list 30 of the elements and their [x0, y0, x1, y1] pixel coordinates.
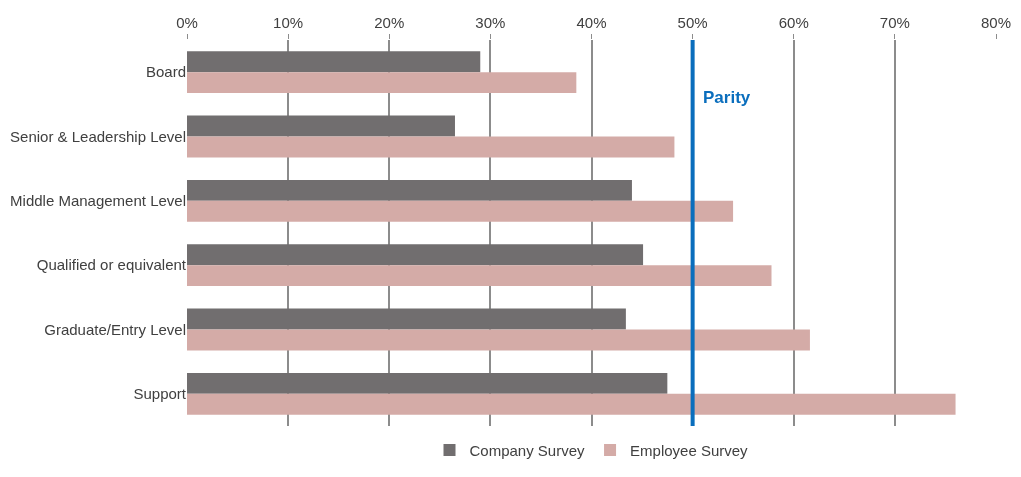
- bar: [187, 136, 675, 158]
- y-tick-label: Graduate/Entry Level: [44, 320, 186, 338]
- x-tick-label: 60%: [778, 14, 809, 31]
- bar: [187, 308, 626, 330]
- bar: [187, 200, 734, 222]
- bar: [187, 179, 632, 201]
- y-tick-label: Board: [145, 63, 186, 81]
- bar: [187, 329, 810, 351]
- x-tick-label: 50%: [677, 14, 708, 31]
- x-tick-label: 30%: [475, 14, 506, 31]
- bar: [187, 72, 577, 94]
- x-tick-label: 70%: [879, 14, 910, 31]
- bar: [187, 51, 481, 73]
- x-tick-label: 0%: [176, 14, 198, 31]
- ref-line-label: Parity: [703, 88, 751, 107]
- x-tick-label: 20%: [374, 14, 405, 31]
- bar: [187, 115, 455, 137]
- y-tick-label: Middle Management Level: [10, 192, 186, 210]
- bar: [187, 265, 772, 287]
- legend-label: Company Survey: [469, 441, 586, 459]
- bar: [187, 244, 644, 266]
- y-tick-label: Senior & Leadership Level: [10, 127, 186, 145]
- x-tick-label: 10%: [273, 14, 304, 31]
- x-tick-label: 40%: [576, 14, 607, 31]
- bar: [187, 393, 956, 415]
- legend-label: Employee Survey: [630, 441, 749, 459]
- y-tick-label: Qualified or equivalent: [36, 256, 187, 274]
- x-tick-label: 80%: [980, 14, 1012, 31]
- bar: [187, 372, 668, 394]
- y-tick-label: Support: [133, 385, 187, 403]
